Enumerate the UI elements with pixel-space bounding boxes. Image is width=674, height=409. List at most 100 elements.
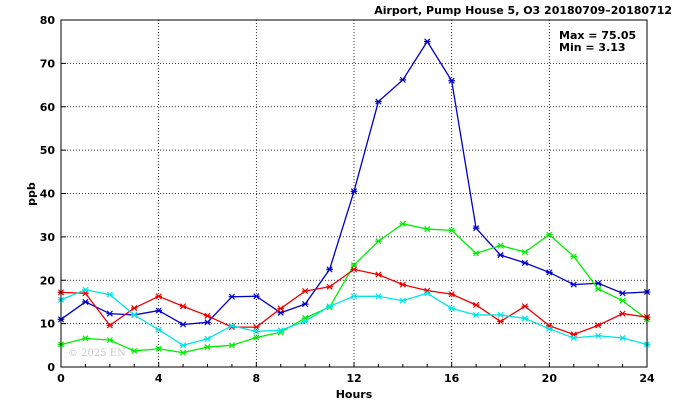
data-point <box>546 325 553 332</box>
x-tick-label: 24 <box>639 372 655 385</box>
series-2 <box>57 220 651 356</box>
chart-title: Airport, Pump House 5, O3 20180709–20180… <box>374 4 672 17</box>
data-point <box>253 293 260 300</box>
data-point <box>497 242 504 249</box>
data-point <box>375 293 382 300</box>
data-point <box>326 283 333 290</box>
data-point <box>82 286 89 293</box>
axis-ticks: 0 4 8 12 16 20 24 0 10 20 30 40 50 60 70 80 <box>40 14 655 385</box>
data-point <box>497 252 504 259</box>
watermark: © 2025 EN <box>68 348 126 359</box>
data-point <box>82 335 89 342</box>
data-point <box>204 343 211 351</box>
data-point <box>277 327 285 334</box>
y-tick-label: 40 <box>40 188 56 201</box>
series-4 <box>57 286 651 349</box>
data-point <box>423 226 431 233</box>
data-point <box>472 311 480 319</box>
y-tick-label: 60 <box>40 101 56 114</box>
series-layer <box>57 38 651 356</box>
y-tick-label: 70 <box>40 57 56 70</box>
data-point <box>228 322 236 329</box>
series-line <box>60 268 648 336</box>
y-tick-label: 10 <box>40 318 56 331</box>
data-point <box>521 259 529 266</box>
data-point <box>204 335 211 342</box>
data-point <box>448 227 455 234</box>
data-point <box>277 305 285 312</box>
y-tick-label: 30 <box>40 231 56 244</box>
x-tick-label: 4 <box>155 372 163 385</box>
y-tick-label: 80 <box>40 14 56 27</box>
data-point <box>106 337 114 344</box>
data-point <box>594 285 602 292</box>
data-point <box>570 334 578 342</box>
grid <box>61 20 647 367</box>
data-point <box>521 315 529 322</box>
data-point <box>106 291 114 298</box>
data-point <box>179 321 187 328</box>
data-point <box>546 231 553 238</box>
data-point <box>619 310 626 317</box>
data-point <box>204 319 211 326</box>
y-tick-label: 20 <box>40 274 56 287</box>
y-tick-label: 0 <box>47 361 55 374</box>
data-point <box>472 250 480 257</box>
data-point <box>448 77 455 84</box>
data-point <box>594 332 602 339</box>
data-point <box>301 301 309 308</box>
data-point <box>521 303 529 310</box>
data-point <box>326 303 333 310</box>
data-point <box>570 281 578 288</box>
data-point <box>399 281 407 288</box>
data-point <box>472 225 480 232</box>
data-point <box>253 328 260 335</box>
data-point <box>130 347 138 355</box>
x-tick-label: 8 <box>253 372 261 385</box>
series-3 <box>57 266 651 338</box>
data-point <box>619 290 626 297</box>
x-tick-label: 12 <box>346 372 361 385</box>
data-point <box>179 342 187 349</box>
min-label: Min = 3.13 <box>559 41 626 54</box>
data-point <box>155 293 162 300</box>
data-point <box>155 345 162 352</box>
data-point <box>423 38 431 45</box>
max-label: Max = 75.05 <box>559 29 636 42</box>
x-axis-label: Hours <box>336 388 373 401</box>
data-point <box>155 326 162 333</box>
data-point <box>448 291 455 298</box>
data-point <box>301 288 309 295</box>
data-point <box>521 248 529 256</box>
data-point <box>130 311 138 319</box>
data-point <box>106 322 114 329</box>
data-point <box>594 322 602 329</box>
data-point <box>546 269 553 276</box>
data-point <box>326 266 333 273</box>
data-point <box>399 76 407 83</box>
series-line <box>60 223 648 354</box>
y-tick-label: 50 <box>40 144 56 157</box>
data-point <box>350 266 358 273</box>
data-point <box>228 293 236 300</box>
data-point <box>82 298 89 306</box>
data-point <box>497 318 504 325</box>
data-point <box>375 271 382 278</box>
x-tick-label: 0 <box>57 372 65 385</box>
data-point <box>570 253 578 260</box>
data-point <box>472 301 480 309</box>
x-tick-label: 20 <box>542 372 558 385</box>
data-point <box>399 297 407 304</box>
data-point <box>179 349 187 356</box>
data-point <box>179 303 187 310</box>
data-point <box>204 312 211 319</box>
data-point <box>497 311 504 319</box>
data-point <box>448 305 455 312</box>
data-point <box>253 334 260 341</box>
data-point <box>106 310 114 317</box>
data-point <box>399 220 407 227</box>
data-point <box>375 98 382 105</box>
data-point <box>375 238 382 245</box>
data-point <box>228 342 236 349</box>
